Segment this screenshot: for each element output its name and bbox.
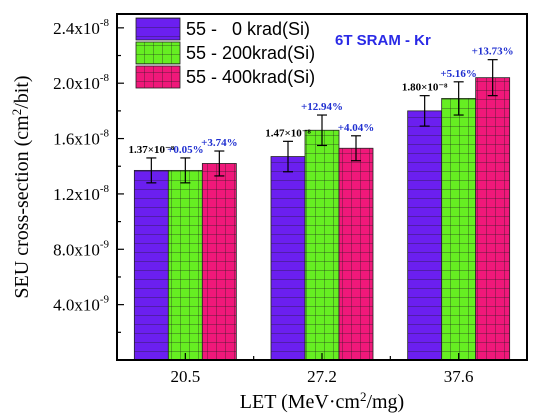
y-tick-mantissa: 2.0x10 [53, 74, 100, 93]
legend-swatch-1 [135, 41, 181, 65]
y-tick-label: 8.0x10-9 [53, 238, 109, 259]
legend-label-2: 55 - 400krad(Si) [186, 67, 315, 87]
bar-20.5-series-0 [133, 169, 169, 361]
error-bar-37.6-series-0 [419, 95, 430, 127]
error-bar-27.2-series-0 [283, 140, 293, 173]
annotation-5: +4.04% [338, 122, 375, 134]
y-tick-exponent: -9 [100, 294, 110, 306]
x-tick-label: 27.2 [307, 367, 337, 386]
x-axis: 20.5 27.2 37.6 [170, 353, 474, 386]
y-tick-mantissa: 2.4x10 [53, 19, 100, 38]
y-tick-exponent: -8 [100, 183, 110, 195]
x-axis-title: LET (MeV·cm2/mg) [240, 389, 404, 413]
bar-37.6-series-2 [475, 77, 511, 361]
error-bar-37.6-series-2 [487, 59, 498, 97]
annotation-8: +13.73% [472, 46, 514, 58]
y-tick-exponent: -9 [100, 238, 110, 250]
y-tick-exponent: -8 [100, 72, 110, 84]
y-tick-mantissa: 8.0x10 [53, 240, 100, 259]
bar-27.2-series-2 [338, 147, 374, 361]
annotation-6: 1.80×10⁻⁸ [402, 82, 448, 94]
y-tick-mantissa: 1.6x10 [53, 130, 100, 149]
error-bar-37.6-series-1 [453, 81, 464, 116]
annotation-2: +3.74% [201, 137, 238, 149]
error-bar-27.2-series-1 [317, 114, 327, 147]
bar-27.2-series-0 [270, 156, 306, 361]
legend-label-0: 55 - 0 krad(Si) [186, 19, 310, 39]
legend-swatch-0 [135, 17, 181, 41]
y-axis: 4.0x10-98.0x10-91.2x10-81.6x10-82.0x10-8… [53, 17, 124, 333]
annotation-7: +5.16% [440, 68, 477, 80]
annotation-4: +12.94% [301, 101, 343, 113]
chart-title: 6T SRAM - Kr [335, 32, 431, 49]
y-tick-label: 1.2x10-8 [53, 183, 109, 204]
error-bar-20.5-series-2 [214, 150, 225, 177]
legend-swatch-2 [135, 65, 181, 89]
y-tick-label: 4.0x10-9 [53, 294, 109, 315]
y-tick-mantissa: 4.0x10 [53, 296, 100, 315]
bar-37.6-series-0 [407, 110, 443, 361]
error-bars-layer [146, 59, 498, 184]
y-tick-label: 2.0x10-8 [53, 72, 109, 93]
annotation-0: 1.37×10⁻⁸ [129, 144, 175, 156]
annotation-1: +0.05% [167, 144, 204, 156]
y-tick-exponent: -8 [100, 17, 110, 29]
y-axis-title: SEU cross-section (cm2/bit) [9, 75, 33, 298]
legend: 55 - 0 krad(Si) 55 - 200krad(Si) 55 - 400k… [135, 17, 315, 89]
y-tick-label: 1.6x10-8 [53, 128, 109, 149]
error-bar-20.5-series-0 [146, 157, 157, 184]
bar-20.5-series-2 [201, 163, 237, 361]
bar-37.6-series-1 [441, 98, 477, 361]
y-tick-mantissa: 1.2x10 [53, 185, 100, 204]
bar-27.2-series-1 [304, 129, 340, 361]
bar-20.5-series-1 [167, 169, 203, 361]
x-tick-label: 20.5 [170, 367, 200, 386]
legend-label-1: 55 - 200krad(Si) [186, 43, 315, 63]
annotations-layer: 1.37×10⁻⁸+0.05%+3.74% 1.47×10⁻⁸ +12.94% +4.… [129, 46, 514, 156]
annotation-3: 1.47×10⁻⁸ [265, 127, 311, 139]
x-tick-label: 37.6 [444, 367, 474, 386]
error-bar-20.5-series-1 [180, 157, 191, 184]
y-tick-label: 2.4x10-8 [53, 17, 109, 38]
bars-layer [133, 77, 511, 361]
error-bar-27.2-series-2 [351, 135, 361, 162]
y-tick-exponent: -8 [100, 128, 110, 140]
